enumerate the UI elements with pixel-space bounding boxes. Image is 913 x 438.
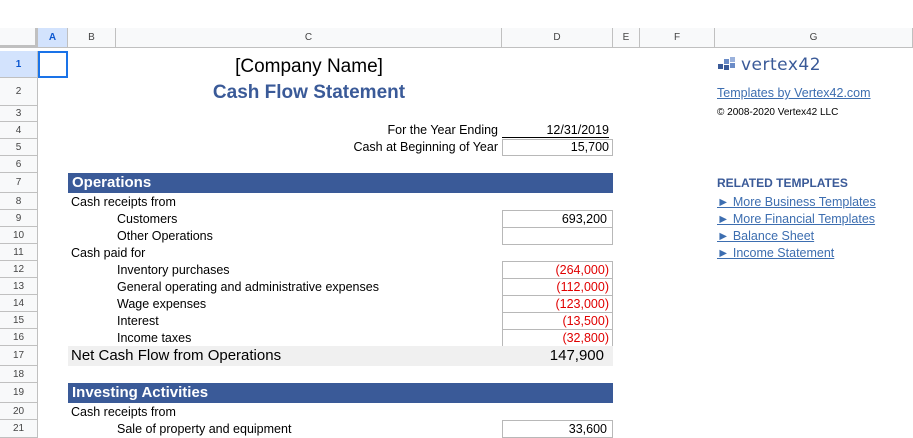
customers-label: Customers bbox=[117, 212, 178, 226]
tax-value: (32,800) bbox=[562, 331, 609, 345]
cash-begin-label: Cash at Beginning of Year bbox=[353, 140, 498, 154]
related-link-balance-sheet[interactable]: ► Balance Sheet bbox=[717, 229, 815, 243]
logo-text: vertex42 bbox=[741, 55, 822, 75]
row-header-9[interactable]: 9 bbox=[0, 210, 38, 227]
row-header-7[interactable]: 7 bbox=[0, 173, 38, 193]
column-header-g[interactable]: G bbox=[715, 28, 913, 48]
inventory-label: Inventory purchases bbox=[117, 263, 230, 277]
column-header-e[interactable]: E bbox=[613, 28, 640, 48]
other-operations-input[interactable] bbox=[502, 227, 613, 245]
investing-section-header: Investing Activities bbox=[68, 383, 613, 403]
sale-value: 33,600 bbox=[568, 422, 607, 436]
net-ops-value[interactable]: 147,900 bbox=[549, 347, 604, 364]
copyright-text: © 2008-2020 Vertex42 LLC bbox=[717, 107, 839, 118]
row-header-17[interactable]: 17 bbox=[0, 346, 38, 366]
company-name[interactable]: [Company Name] bbox=[235, 56, 383, 77]
row-header-13[interactable]: 13 bbox=[0, 278, 38, 295]
row-header-10[interactable]: 10 bbox=[0, 227, 38, 244]
row-header-15[interactable]: 15 bbox=[0, 312, 38, 329]
general-value: (112,000) bbox=[556, 280, 609, 294]
row-header-16[interactable]: 16 bbox=[0, 329, 38, 346]
inventory-value: (264,000) bbox=[555, 263, 609, 277]
row-header-5[interactable]: 5 bbox=[0, 139, 38, 156]
column-header-a[interactable]: A bbox=[38, 28, 68, 48]
interest-value: (13,500) bbox=[562, 314, 609, 328]
ops-receipts-label: Cash receipts from bbox=[71, 195, 176, 209]
row-header-3[interactable]: 3 bbox=[0, 106, 38, 122]
net-ops-row-bg bbox=[68, 346, 613, 366]
wage-value: (123,000) bbox=[555, 297, 609, 311]
select-all-corner[interactable] bbox=[0, 28, 38, 48]
other-operations-label: Other Operations bbox=[117, 229, 213, 243]
related-link-financial[interactable]: ► More Financial Templates bbox=[717, 212, 876, 226]
sale-label: Sale of property and equipment bbox=[117, 422, 292, 436]
row-header-11[interactable]: 11 bbox=[0, 244, 38, 261]
row-header-4[interactable]: 4 bbox=[0, 122, 38, 139]
related-link-income-statement[interactable]: ► Income Statement bbox=[717, 246, 835, 260]
row-header-6[interactable]: 6 bbox=[0, 156, 38, 173]
row-header-20[interactable]: 20 bbox=[0, 403, 38, 420]
operations-section-header: Operations bbox=[68, 173, 613, 193]
selected-cell-a1[interactable] bbox=[38, 51, 68, 78]
row-header-2[interactable]: 2 bbox=[0, 78, 38, 106]
year-ending-label: For the Year Ending bbox=[387, 123, 499, 137]
column-header-f[interactable]: F bbox=[640, 28, 715, 48]
row-header-14[interactable]: 14 bbox=[0, 295, 38, 312]
related-heading: RELATED TEMPLATES bbox=[717, 176, 848, 190]
row-header-1[interactable]: 1 bbox=[0, 51, 38, 78]
row-header-19[interactable]: 19 bbox=[0, 383, 38, 403]
column-header-b[interactable]: B bbox=[68, 28, 116, 48]
ops-paid-label: Cash paid for bbox=[71, 246, 146, 260]
column-header-d[interactable]: D bbox=[502, 28, 613, 48]
templates-link[interactable]: Templates by Vertex42.com bbox=[717, 86, 871, 100]
net-ops-label: Net Cash Flow from Operations bbox=[71, 347, 282, 364]
customers-value: 693,200 bbox=[561, 212, 607, 226]
row-header-12[interactable]: 12 bbox=[0, 261, 38, 278]
row-header-18[interactable]: 18 bbox=[0, 366, 38, 383]
logo-mark-icon bbox=[718, 57, 735, 70]
toolbar-area bbox=[0, 0, 913, 29]
row-header-8[interactable]: 8 bbox=[0, 193, 38, 210]
general-label: General operating and administrative exp… bbox=[117, 280, 379, 294]
wage-label: Wage expenses bbox=[117, 297, 207, 311]
interest-label: Interest bbox=[117, 314, 159, 328]
column-header-c[interactable]: C bbox=[116, 28, 502, 48]
year-ending-value[interactable]: 12/31/2019 bbox=[502, 123, 609, 138]
tax-label: Income taxes bbox=[117, 331, 192, 345]
page-title[interactable]: Cash Flow Statement bbox=[212, 82, 406, 103]
cash-begin-input[interactable] bbox=[502, 139, 613, 156]
cash-begin-value: 15,700 bbox=[570, 140, 609, 154]
row-header-21[interactable]: 21 bbox=[0, 420, 38, 438]
inv-receipts-label: Cash receipts from bbox=[71, 405, 176, 419]
related-link-business[interactable]: ► More Business Templates bbox=[717, 195, 876, 209]
